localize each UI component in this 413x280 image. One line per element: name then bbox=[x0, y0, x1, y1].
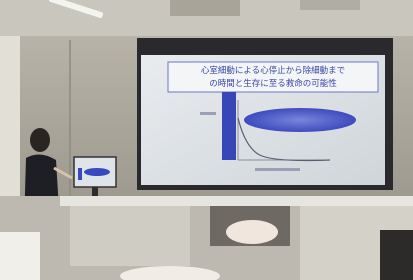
slide-title: の時間と生存に至る救命の可能性 bbox=[209, 78, 337, 89]
laptop-slide-bar bbox=[78, 168, 82, 180]
desk bbox=[70, 206, 190, 266]
laptop-stand bbox=[92, 187, 98, 197]
slide-label-blur bbox=[255, 168, 300, 171]
page: 心室細動による心停止から除細動まで の時間と生存に至る救命の可能性 (() =>… bbox=[0, 0, 413, 280]
mannequin bbox=[226, 220, 278, 244]
projector bbox=[170, 0, 240, 16]
foreground-chair bbox=[380, 230, 413, 280]
ceiling-fixture bbox=[300, 0, 360, 10]
slide-ellipse bbox=[244, 108, 356, 132]
slide-bar bbox=[222, 92, 236, 160]
laptop-slide-ellipse bbox=[84, 168, 110, 176]
slide-title: 心室細動による心停止から除細動まで bbox=[201, 65, 345, 76]
slide-label-blur bbox=[200, 112, 216, 115]
foreground-object bbox=[0, 232, 40, 280]
desk-edge bbox=[60, 196, 413, 206]
photo-scene: 心室細動による心停止から除細動まで の時間と生存に至る救命の可能性 bbox=[0, 0, 413, 280]
presenter-head bbox=[30, 128, 50, 152]
